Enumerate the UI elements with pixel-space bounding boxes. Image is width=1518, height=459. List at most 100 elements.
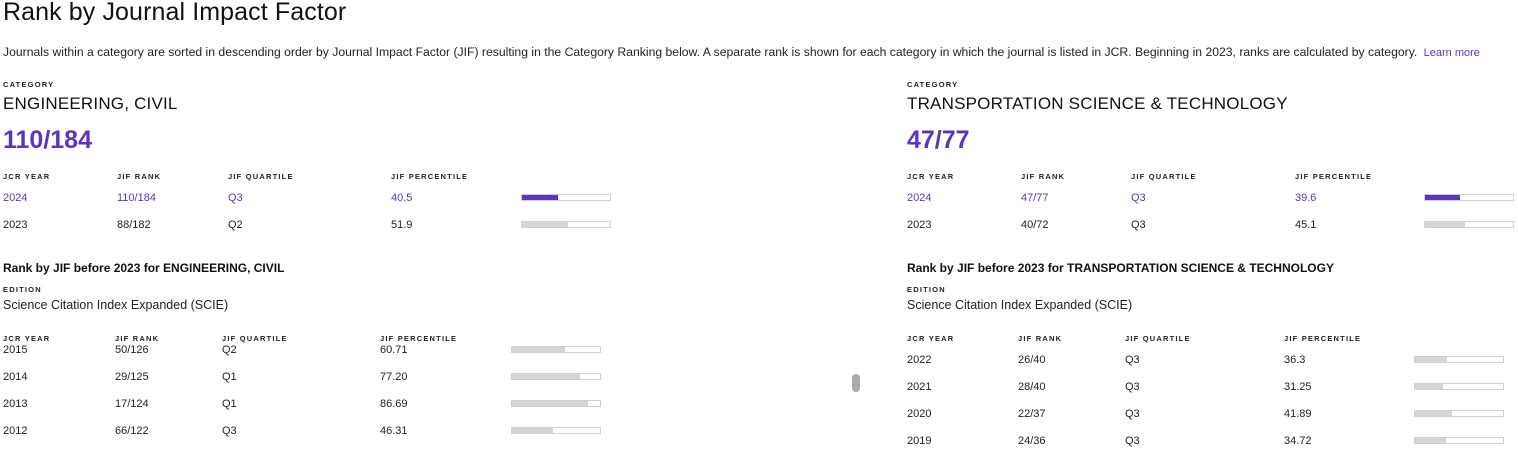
jcr-year-cell: 2023 xyxy=(907,219,932,231)
edition-name: Science Citation Index Expanded (SCIE) xyxy=(907,298,1133,312)
jif-quartile-header: JIF QUARTILE xyxy=(1125,334,1191,343)
page-description: Journals within a category are sorted in… xyxy=(3,45,1480,59)
jif-rank-cell[interactable]: 110/184 xyxy=(117,192,156,204)
jif-percentile-cell: 34.72 xyxy=(1284,435,1312,447)
edition-label: EDITION xyxy=(3,285,42,294)
category-name: TRANSPORTATION SCIENCE & TECHNOLOGY xyxy=(907,94,1288,113)
jif-quartile-header: JIF QUARTILE xyxy=(1131,172,1197,181)
jif-rank-header: JIF RANK xyxy=(1021,172,1066,181)
percentile-bar-fill xyxy=(512,374,580,379)
jif-rank-cell: 40/72 xyxy=(1021,219,1049,231)
percentile-bar-fill xyxy=(1415,411,1452,416)
jcr-year-cell: 2020 xyxy=(907,408,932,420)
jif-rank-cell: 28/40 xyxy=(1018,381,1046,393)
jif-percentile-bar xyxy=(1414,437,1504,444)
jcr-year-cell: 2023 xyxy=(3,219,28,231)
jif-percentile-cell: 46.31 xyxy=(380,425,408,437)
percentile-bar-fill xyxy=(1415,357,1447,362)
jif-percentile-bar xyxy=(511,400,601,407)
jif-rank-header: JIF RANK xyxy=(115,334,160,343)
jif-quartile-cell: Q3 xyxy=(222,425,237,437)
jcr-year-cell: 2021 xyxy=(907,381,932,393)
edition-name: Science Citation Index Expanded (SCIE) xyxy=(3,298,229,312)
jif-quartile-cell: Q3 xyxy=(1131,219,1146,231)
jif-quartile-header: JIF QUARTILE xyxy=(222,334,288,343)
learn-more-link[interactable]: Learn more xyxy=(1423,47,1480,59)
jif-rank-cell: 88/182 xyxy=(117,219,151,231)
jif-percentile-cell[interactable]: 40.5 xyxy=(391,192,413,204)
jif-percentile-bar xyxy=(1414,410,1504,417)
jcr-year-cell: 2012 xyxy=(3,425,28,437)
jif-quartile-cell: Q3 xyxy=(1125,381,1140,393)
jcr-year-cell: 2014 xyxy=(3,371,28,383)
jif-percentile-cell: 41.89 xyxy=(1284,408,1312,420)
page-title: Rank by Journal Impact Factor xyxy=(3,0,347,26)
jif-quartile-cell[interactable]: Q3 xyxy=(1131,192,1146,204)
jif-percentile-cell[interactable]: 39.6 xyxy=(1295,192,1317,204)
description-text: Journals within a category are sorted in… xyxy=(3,45,1418,59)
jif-quartile-cell: Q2 xyxy=(222,344,237,356)
rank-before-2023-title: Rank by JIF before 2023 for ENGINEERING,… xyxy=(3,261,285,275)
scrollbar-thumb[interactable] xyxy=(852,374,860,392)
jif-percentile-bar xyxy=(521,221,611,228)
jif-percentile-header: JIF PERCENTILE xyxy=(380,334,458,343)
jif-rank-cell: 22/37 xyxy=(1018,408,1046,420)
jif-percentile-cell: 86.69 xyxy=(380,398,408,410)
jif-quartile-cell: Q2 xyxy=(228,219,243,231)
jif-quartile-cell[interactable]: Q3 xyxy=(228,192,243,204)
jif-percentile-header: JIF PERCENTILE xyxy=(1284,334,1362,343)
jif-rank-cell: 26/40 xyxy=(1018,354,1046,366)
jcr-year-header: JCR YEAR xyxy=(907,334,955,343)
jif-quartile-header: JIF QUARTILE xyxy=(228,172,294,181)
percentile-bar-fill xyxy=(522,195,558,200)
jif-percentile-bar xyxy=(511,373,601,380)
jcr-year-cell[interactable]: 2024 xyxy=(907,192,932,204)
jif-percentile-bar xyxy=(1414,383,1504,390)
jif-percentile-header: JIF PERCENTILE xyxy=(1295,172,1373,181)
jif-quartile-cell: Q1 xyxy=(222,398,237,410)
jcr-year-cell: 2013 xyxy=(3,398,28,410)
category-rank: 47/77 xyxy=(907,126,970,154)
percentile-bar-fill xyxy=(1425,195,1460,200)
jcr-year-cell: 2015 xyxy=(3,344,28,356)
percentile-bar-fill xyxy=(512,347,566,352)
jif-percentile-bar xyxy=(1424,221,1514,228)
jif-rank-header: JIF RANK xyxy=(117,172,162,181)
percentile-bar-fill xyxy=(1415,438,1446,443)
category-panel-transportation: CATEGORY TRANSPORTATION SCIENCE & TECHNOL… xyxy=(903,0,1518,459)
percentile-bar-fill xyxy=(512,401,589,406)
jif-percentile-cell: 31.25 xyxy=(1284,381,1312,393)
jcr-year-cell: 2019 xyxy=(907,435,932,447)
category-panel-engineering-civil: CATEGORY ENGINEERING, CIVIL 110/184 JCR YEA… xyxy=(3,80,611,437)
percentile-bar-fill xyxy=(522,222,568,227)
percentile-bar-fill xyxy=(1415,384,1443,389)
jcr-year-header: JCR YEAR xyxy=(3,172,51,181)
jif-percentile-bar xyxy=(1424,194,1514,201)
jif-percentile-cell: 36.3 xyxy=(1284,354,1306,366)
jif-percentile-bar xyxy=(511,346,601,353)
jif-rank-cell: 50/126 xyxy=(115,344,149,356)
jif-quartile-cell: Q3 xyxy=(1125,408,1140,420)
jif-percentile-bar xyxy=(521,194,611,201)
jif-rank-cell[interactable]: 47/77 xyxy=(1021,192,1049,204)
jif-percentile-cell: 51.9 xyxy=(391,219,413,231)
jif-rank-cell: 24/36 xyxy=(1018,435,1046,447)
jif-rank-cell: 66/122 xyxy=(115,425,149,437)
percentile-bar-fill xyxy=(1425,222,1465,227)
edition-label: EDITION xyxy=(907,285,946,294)
jcr-year-cell[interactable]: 2024 xyxy=(3,192,28,204)
category-label: CATEGORY xyxy=(907,80,959,89)
jcr-year-header: JCR YEAR xyxy=(3,334,51,343)
jif-percentile-cell: 77.20 xyxy=(380,371,408,383)
jif-rank-cell: 29/125 xyxy=(115,371,149,383)
category-name: ENGINEERING, CIVIL xyxy=(3,94,178,113)
percentile-bar-fill xyxy=(512,428,553,433)
rank-before-2023-title: Rank by JIF before 2023 for TRANSPORTATI… xyxy=(907,261,1334,275)
category-label: CATEGORY xyxy=(3,80,55,89)
jcr-year-cell: 2022 xyxy=(907,354,932,366)
jif-percentile-header: JIF PERCENTILE xyxy=(391,172,469,181)
jif-rank-header: JIF RANK xyxy=(1018,334,1063,343)
category-rank: 110/184 xyxy=(3,126,92,154)
jif-percentile-bar xyxy=(511,427,601,434)
jif-quartile-cell: Q3 xyxy=(1125,435,1140,447)
